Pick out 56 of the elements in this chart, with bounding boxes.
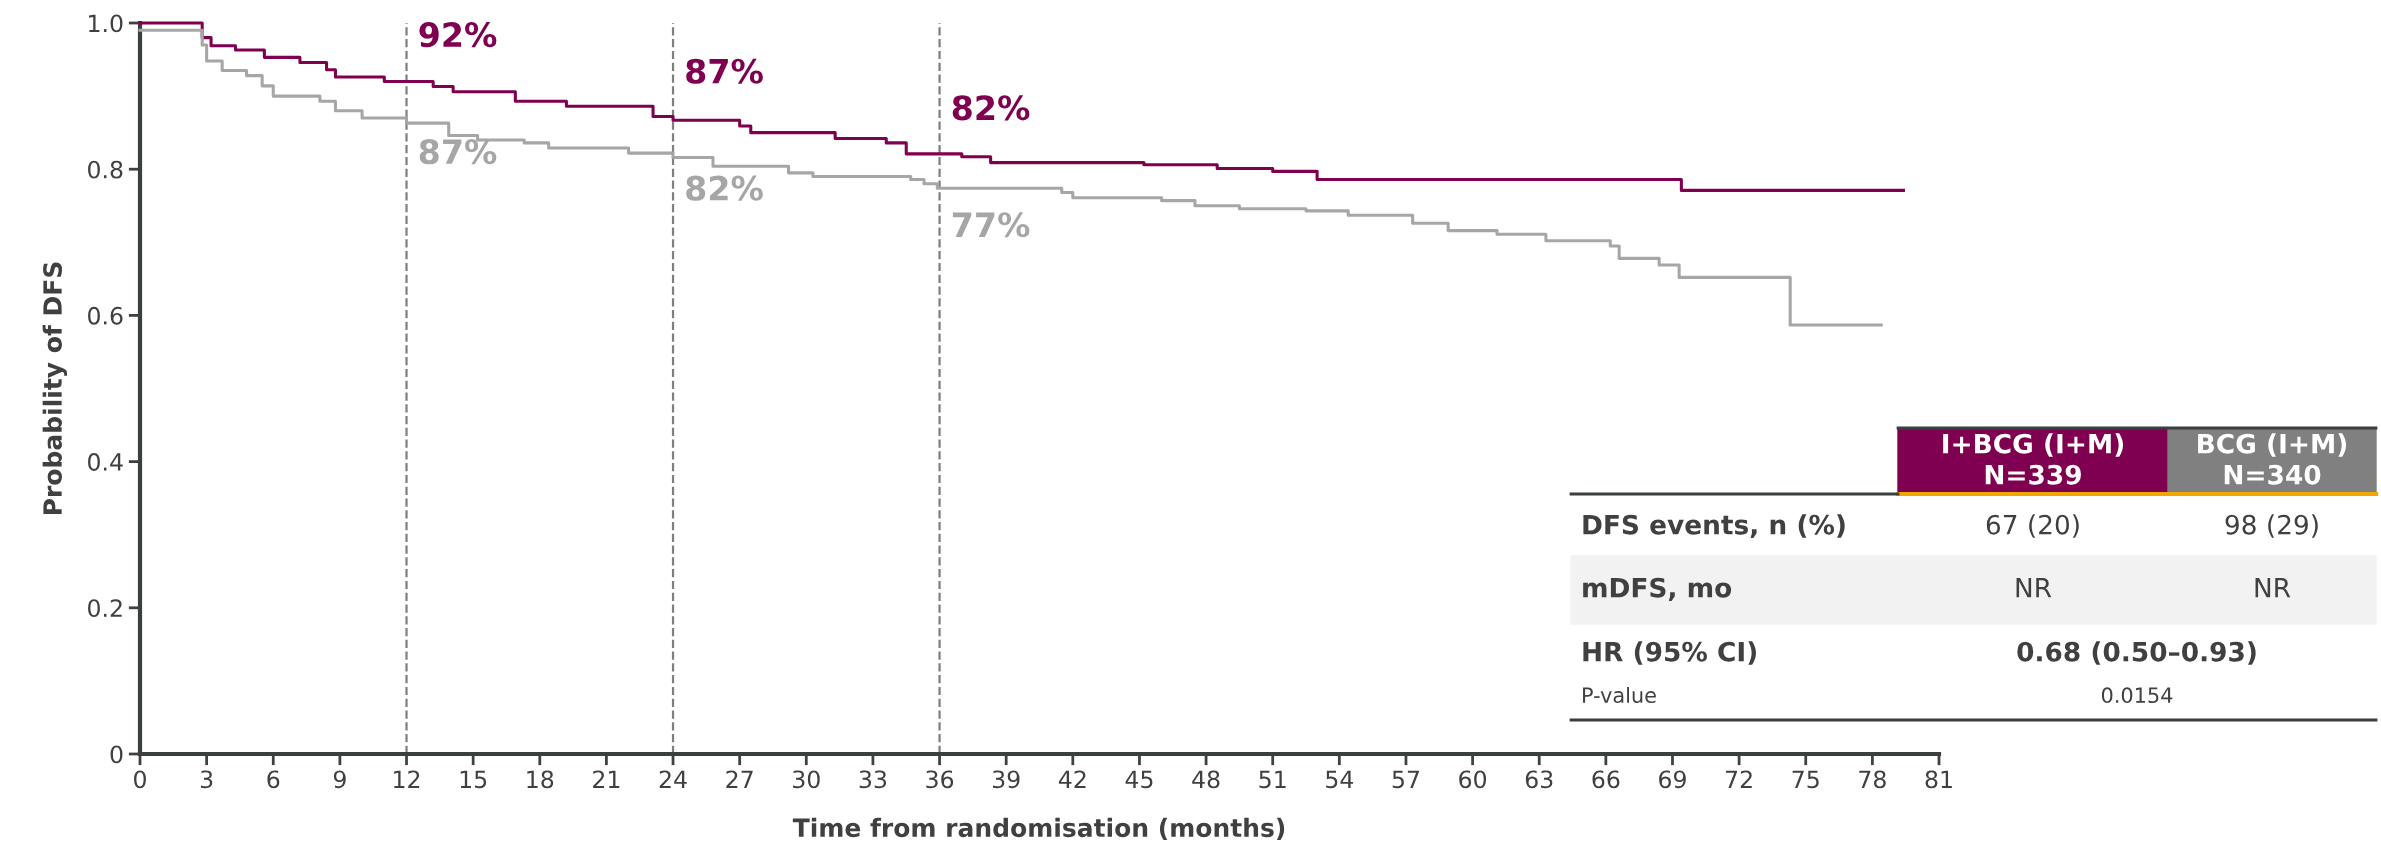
text: I+BCG (I+M) [1943,433,2124,457]
y-tick-label: 0 [110,745,123,764]
text: BCG (I+M) [2198,433,2347,457]
x-tick-label: 75 [1792,770,1819,789]
annotation: 87% [419,139,497,165]
x-tick-label: 48 [1192,770,1220,789]
x-tick-label: 63 [1525,770,1553,789]
x-tick-label: 6 [267,770,280,789]
x-tick-label: 9 [333,770,346,789]
annotation: HR (95% CI) [1583,641,1756,665]
text: N=340 [2224,464,2321,485]
x-tick-label: 24 [659,770,687,788]
x-tick-label: 3 [200,770,213,789]
text: N=339 [1985,464,2081,485]
y-tick-label: 0.6 [88,306,123,325]
annotation: 87% [686,58,763,84]
x-tick-label: 60 [1459,770,1487,789]
x-tick-label: 27 [726,770,753,788]
x-tick-label: 45 [1125,770,1153,789]
y-tick-label: 0.2 [88,599,122,618]
x-tick-label: 81 [1925,770,1952,789]
x-tick-label: 51 [1259,770,1286,789]
x-tick-label: 72 [1726,770,1752,788]
x-tick-label: 42 [1058,770,1086,788]
y-tick-label: 0.8 [88,160,123,179]
x-tick-label: 69 [1659,770,1686,789]
x-tick-label: 57 [1392,770,1419,789]
annotation: 82% [952,95,1030,121]
text: NR [2255,578,2291,598]
x-tick-label: 21 [593,770,620,788]
x-tick-label: 30 [793,770,820,789]
annotation: DFS events, n (%) [1583,514,1845,539]
x-tick-label: 78 [1859,770,1886,789]
y-tick-label: 1.0 [89,14,123,33]
x-tick-label: 54 [1326,770,1354,789]
x-tick-label: 66 [1592,770,1620,789]
y-axis-title: Probability of DFS [42,262,68,515]
annotation: 92% [419,22,497,48]
x-tick-label: 39 [992,770,1020,789]
x-tick-label: 15 [460,770,487,789]
x-tick-label: 33 [859,770,887,789]
x-axis-title: Time from randomisation (months) [792,817,1285,841]
annotation: 82% [686,175,763,201]
text: 67 (20) [1986,514,2079,538]
text: 98 (29) [2225,514,2318,538]
annotation: P-value [1583,686,1656,704]
text: 0.0154 [2101,687,2173,704]
x-tick-label: 0 [134,770,146,789]
text: 0.68 (0.50–0.93) [2017,641,2256,665]
annotation: mDFS, mo [1583,577,1732,602]
x-tick-label: 36 [926,770,954,789]
annotation: 77% [952,212,1030,238]
y-tick-label: 0.4 [88,453,123,471]
x-tick-label: 18 [527,770,554,789]
x-tick-label: 12 [394,770,420,788]
text: NR [2016,578,2052,598]
